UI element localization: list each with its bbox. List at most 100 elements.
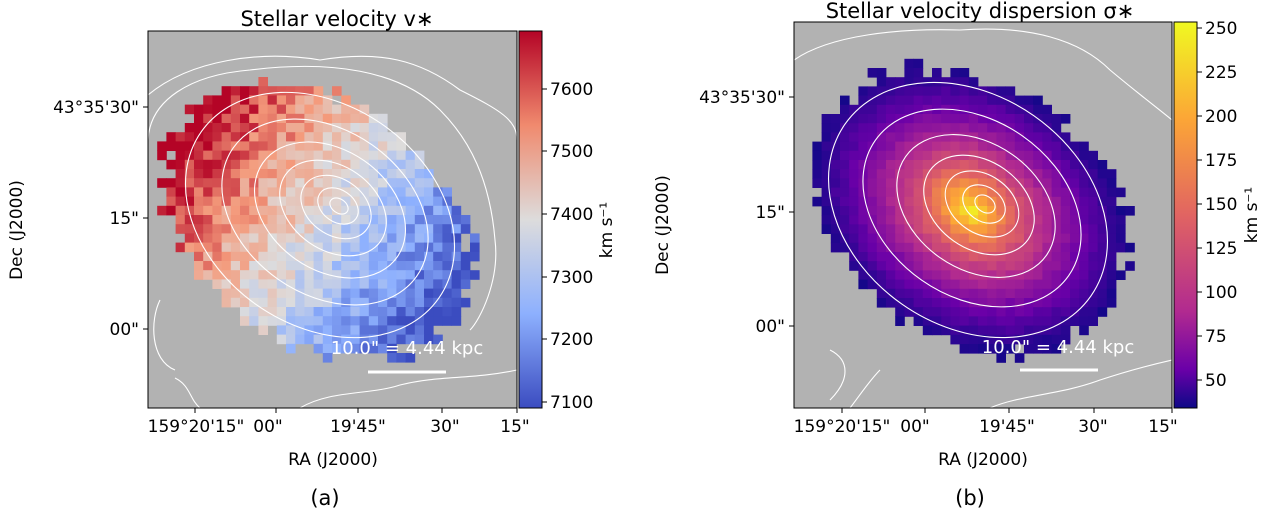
velocity-pixel — [157, 141, 167, 151]
dispersion-pixel — [1060, 206, 1071, 216]
velocity-pixel — [258, 270, 268, 280]
panel-b-axes-frame — [793, 21, 1173, 409]
velocity-pixel — [387, 270, 397, 280]
dispersion-pixel — [1024, 279, 1034, 290]
velocity-pixel — [286, 224, 296, 234]
dispersion-pixel — [1060, 334, 1071, 345]
velocity-pixel — [221, 150, 232, 161]
dispersion-pixel — [1088, 206, 1098, 216]
velocity-pixel — [368, 132, 379, 142]
dispersion-pixel — [996, 252, 1006, 262]
dispersion-pixel — [1079, 252, 1089, 262]
velocity-pixel — [433, 261, 443, 271]
dispersion-pixel — [876, 141, 887, 152]
velocity-pixel — [387, 150, 397, 161]
velocity-pixel — [414, 297, 425, 308]
dispersion-pixel — [987, 196, 997, 207]
velocity-pixel — [267, 113, 278, 124]
dispersion-pixel — [959, 68, 970, 78]
dispersion-pixel — [1051, 224, 1062, 234]
velocity-pixel — [387, 297, 397, 308]
velocity-pixel — [433, 297, 443, 308]
velocity-pixel — [350, 159, 360, 170]
velocity-pixel — [230, 242, 241, 253]
velocity-pixel — [230, 279, 241, 289]
velocity-pixel — [194, 178, 204, 188]
dispersion-pixel — [1051, 242, 1062, 253]
dispersion-pixel — [1079, 196, 1089, 207]
dispersion-pixel — [849, 187, 859, 198]
dispersion-pixel — [1024, 288, 1034, 299]
dispersion-pixel — [1060, 288, 1071, 299]
velocity-pixel — [460, 297, 471, 308]
velocity-pixel — [203, 141, 213, 151]
dispersion-pixel — [1051, 334, 1062, 345]
velocity-pixel — [221, 95, 232, 105]
dispersion-pixel — [950, 123, 960, 133]
dispersion-pixel — [922, 325, 933, 336]
dispersion-pixel — [849, 206, 859, 216]
dispersion-pixel — [840, 178, 850, 188]
dispersion-pixel — [913, 178, 924, 188]
dispersion-pixel — [1024, 104, 1034, 115]
dispersion-pixel — [895, 270, 905, 280]
dispersion-pixel — [996, 114, 1006, 124]
velocity-pixel — [221, 215, 232, 225]
velocity-pixel — [332, 334, 342, 345]
dispersion-pixel — [1060, 178, 1071, 188]
dispersion-pixel — [968, 307, 979, 317]
velocity-pixel — [240, 187, 250, 197]
velocity-pixel — [396, 251, 406, 262]
dispersion-pixel — [886, 77, 896, 87]
velocity-pixel — [295, 169, 305, 179]
velocity-pixel — [184, 159, 195, 170]
dispersion-pixel — [840, 114, 850, 124]
velocity-pixel — [313, 316, 324, 326]
velocity-pixel — [240, 261, 250, 271]
velocity-pixel — [249, 104, 259, 115]
velocity-pixel — [194, 196, 204, 207]
dispersion-pixel — [950, 224, 960, 234]
dispersion-pixel — [1024, 178, 1034, 188]
velocity-pixel — [286, 215, 296, 225]
dispersion-pixel — [922, 252, 933, 262]
dispersion-pixel — [821, 150, 832, 161]
velocity-pixel — [304, 270, 314, 280]
dispersion-pixel — [821, 141, 832, 152]
velocity-pixel — [175, 242, 186, 253]
dispersion-pixel — [996, 353, 1006, 363]
panel-a-ytick-label: 00" — [110, 320, 139, 340]
velocity-pixel — [230, 113, 241, 124]
velocity-pixel — [396, 215, 406, 225]
dispersion-pixel — [858, 224, 868, 234]
dispersion-pixel — [830, 242, 841, 253]
velocity-pixel — [240, 123, 250, 133]
velocity-pixel — [212, 196, 222, 207]
velocity-pixel — [405, 261, 416, 271]
velocity-pixel — [240, 224, 250, 234]
dispersion-pixel — [932, 288, 942, 299]
dispersion-pixel — [876, 169, 887, 179]
velocity-pixel — [240, 205, 250, 216]
velocity-pixel — [249, 288, 259, 299]
dispersion-pixel — [996, 288, 1006, 299]
velocity-pixel — [295, 196, 305, 207]
dispersion-pixel — [895, 86, 905, 96]
dispersion-pixel — [1097, 270, 1108, 280]
dispersion-pixel — [867, 279, 878, 290]
velocity-pixel — [304, 150, 314, 161]
velocity-pixel — [212, 224, 222, 234]
dispersion-pixel — [812, 160, 822, 170]
dispersion-pixel — [922, 233, 933, 244]
velocity-pixel — [405, 150, 416, 161]
velocity-pixel — [221, 187, 232, 197]
dispersion-pixel — [876, 95, 887, 106]
velocity-pixel — [184, 132, 195, 142]
dispersion-pixel — [1005, 316, 1016, 326]
panel-a-colorbar-tick-label: 7400 — [550, 205, 593, 225]
dispersion-pixel — [876, 261, 887, 271]
dispersion-pixel — [978, 252, 988, 262]
velocity-pixel — [350, 113, 360, 124]
velocity-pixel — [212, 178, 222, 188]
dispersion-pixel — [867, 242, 878, 253]
